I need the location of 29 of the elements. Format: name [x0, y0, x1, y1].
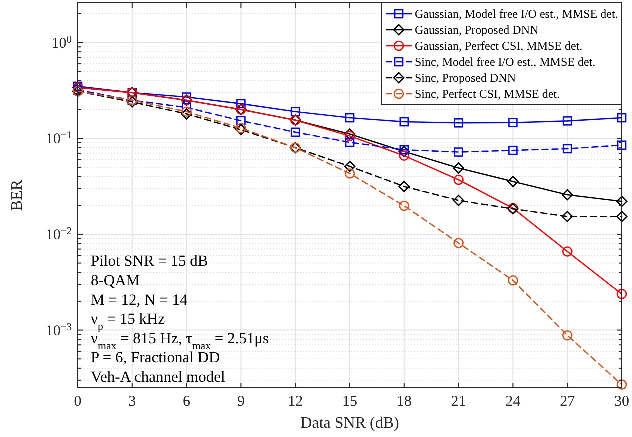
x-tick-label: 24: [506, 394, 522, 410]
x-tick-label: 6: [183, 394, 192, 410]
legend-label: Sinc, Perfect CSI, MMSE det.: [415, 87, 560, 101]
x-tick-label: 18: [396, 394, 412, 410]
annotation: P = 6, Fractional DD: [91, 350, 220, 367]
x-tick-label: 15: [342, 394, 358, 410]
x-axis-title: Data SNR (dB): [300, 415, 400, 432]
y-tick-label: 10$^{−3}$: [46, 322, 72, 340]
x-tick-label: 30: [614, 394, 630, 410]
annotation: Veh-A channel model: [91, 369, 226, 386]
x-tick-label: 27: [560, 394, 576, 410]
y-tick-label: 10$^{−2}$: [46, 226, 72, 244]
legend-label: Sinc, Model free I/O est., MMSE det.: [415, 55, 596, 69]
annotation: M = 12, N = 14: [91, 292, 188, 309]
x-tick-label: 21: [451, 394, 466, 410]
annotation: Pilot SNR = 15 dB: [91, 253, 208, 270]
y-tick-label: 10$^{0}$: [52, 34, 72, 52]
y-axis-title: BER: [9, 180, 26, 212]
legend-label: Sinc, Proposed DNN: [415, 71, 516, 85]
x-tick-label: 12: [288, 394, 304, 410]
legend-label: Gaussian, Model free I/O est., MMSE det.: [415, 7, 618, 21]
annotation: 8-QAM: [91, 272, 140, 290]
annotation: ν$_{p}$ = 15 kHz: [91, 311, 166, 334]
y-tick-label: 10$^{−1}$: [46, 130, 72, 148]
x-tick-label: 3: [128, 394, 136, 410]
x-tick-label: 9: [237, 394, 245, 410]
legend-label: Gaussian, Perfect CSI, MMSE det.: [415, 39, 583, 53]
x-tick-label: 0: [74, 394, 82, 410]
legend-label: Gaussian, Proposed DNN: [415, 23, 539, 37]
